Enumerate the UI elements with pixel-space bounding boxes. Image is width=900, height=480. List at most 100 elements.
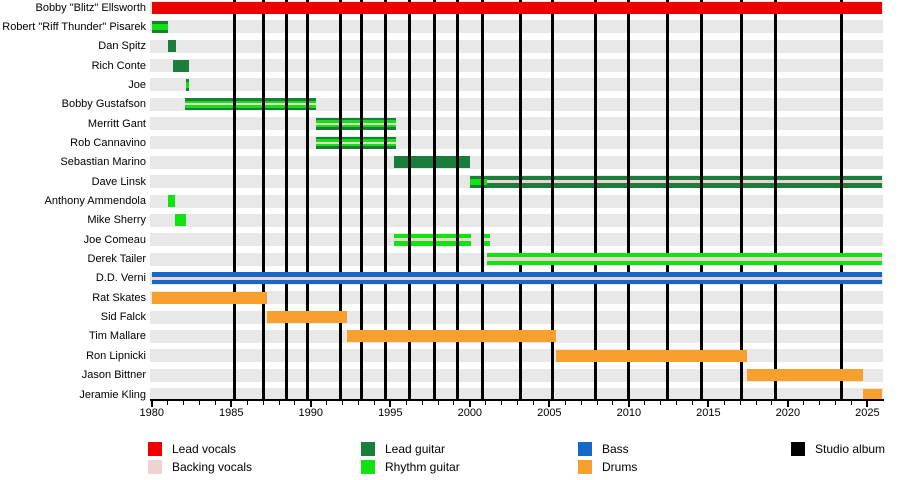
album-line (338, 0, 342, 399)
timeline-bar (185, 78, 190, 91)
bar-stripe-backing_vocals (316, 122, 396, 125)
bar-stripe-rhythm_guitar (185, 105, 317, 108)
bar-stripe-backing_vocals (393, 238, 471, 242)
bar-stripe-rhythm_guitar (393, 233, 471, 238)
legend-swatch-backing_vocals (148, 459, 162, 474)
x-axis-minor-tick (691, 401, 693, 405)
album-line (665, 0, 669, 399)
legend-swatch-bass (578, 442, 592, 456)
album-line (407, 0, 411, 399)
album-line (773, 0, 777, 399)
timeline-bar (393, 233, 471, 246)
row-band (150, 388, 883, 401)
row-band (150, 368, 883, 382)
bar-stripe-lead_vocals (151, 1, 882, 14)
x-axis-major-tick (786, 401, 789, 407)
member-label-15: D.D. Verni (95, 272, 146, 285)
member-label-11: Anthony Ammendola (44, 195, 146, 207)
x-axis-minor-tick (199, 401, 200, 405)
member-label-20: Jason Bittner (81, 369, 146, 382)
album-line (481, 0, 485, 399)
bar-stripe-rhythm_guitar (174, 214, 186, 227)
x-axis-minor-tick (262, 401, 264, 405)
timeline-bar (316, 117, 396, 130)
timeline-bar (151, 291, 268, 304)
bar-overlay-backing_vocals (486, 180, 882, 184)
timeline-bar (185, 98, 317, 111)
row-band (150, 39, 883, 53)
legend-label-drums: Drums (602, 459, 638, 474)
album-line (740, 0, 744, 399)
bar-stripe-lead_guitar (185, 78, 190, 82)
member-label-7: Merritt Gant (87, 117, 146, 130)
x-axis-minor-tick (453, 401, 455, 405)
member-label-9: Sebastian Marino (60, 156, 146, 169)
x-axis-minor-tick (596, 401, 598, 405)
x-axis-minor-tick (437, 401, 439, 405)
bar-stripe-lead_guitar (316, 117, 396, 121)
bar-stripe-backing_vocals (316, 141, 396, 144)
x-axis-minor-tick (532, 401, 534, 405)
row-band (150, 291, 883, 305)
member-label-12: Mike Sherry (87, 214, 146, 227)
x-axis-major-tick (150, 401, 153, 407)
x-axis-tick-label: 2020 (775, 407, 801, 419)
x-axis-major-tick (548, 401, 551, 407)
bar-stripe-backing_vocals (151, 276, 882, 281)
x-axis-major-tick (389, 401, 392, 407)
x-axis-minor-tick (421, 401, 423, 405)
timeline-bar (347, 330, 556, 343)
x-axis-tick-label: 1980 (139, 407, 165, 419)
timeline-bar (393, 156, 470, 169)
album-line (384, 0, 388, 399)
bar-stripe-backing_vocals (185, 103, 317, 106)
member-label-13: Joe Comeau (83, 233, 146, 246)
album-line (284, 0, 288, 399)
bar-stripe-lead_guitar (316, 136, 396, 140)
x-axis-tick-label: 1985 (219, 407, 244, 419)
bar-stripe-rhythm_guitar (316, 120, 396, 123)
bar-stripe-lead_guitar (185, 107, 317, 111)
timeline-bar (747, 369, 864, 382)
x-axis-minor-tick (739, 401, 741, 405)
legend-swatch-lead_guitar (361, 442, 375, 456)
x-axis-minor-tick (517, 401, 519, 405)
bar-stripe-rhythm_guitar (483, 233, 491, 238)
bar-stripe-drums (863, 388, 882, 401)
x-axis-minor-tick (326, 401, 328, 405)
x-axis-tick-label: 2015 (696, 407, 721, 419)
timeline-bar (555, 349, 748, 362)
x-axis-minor-tick (612, 401, 614, 405)
x-axis-minor-tick (660, 401, 662, 405)
bar-stripe-lead_guitar (393, 156, 470, 169)
x-axis-tick-label: 2010 (616, 407, 642, 419)
album-line (360, 0, 364, 399)
legend-swatch-drums (578, 459, 592, 474)
bar-stripe-rhythm_guitar (185, 81, 190, 88)
x-axis-major-tick (627, 401, 630, 407)
album-line (700, 0, 704, 399)
x-axis-minor-tick (564, 401, 566, 405)
album-line (306, 0, 310, 399)
legend-swatch-studio_album (791, 442, 805, 456)
bar-stripe-rhythm_guitar (316, 143, 396, 147)
timeline-bar (173, 59, 190, 72)
x-axis-major-tick (866, 401, 869, 407)
x-axis-minor-tick (294, 401, 296, 405)
bar-stripe-backing_vocals (487, 257, 882, 261)
x-axis-minor-tick (501, 401, 503, 405)
bar-stripe-bass (151, 272, 882, 277)
member-label-4: Rich Conte (91, 59, 146, 72)
bar-stripe-rhythm_guitar (316, 124, 396, 128)
row-band (150, 20, 883, 34)
member-label-16: Rat Skates (92, 291, 146, 304)
x-axis-minor-tick (246, 401, 248, 405)
x-axis-minor-tick (676, 401, 678, 405)
bar-stripe-lead_guitar (168, 40, 176, 53)
x-axis-minor-tick (803, 401, 805, 405)
album-line (840, 0, 844, 399)
bar-stripe-drums (347, 330, 556, 343)
x-axis-tick-label: 1990 (298, 407, 324, 419)
album-line (261, 0, 265, 399)
